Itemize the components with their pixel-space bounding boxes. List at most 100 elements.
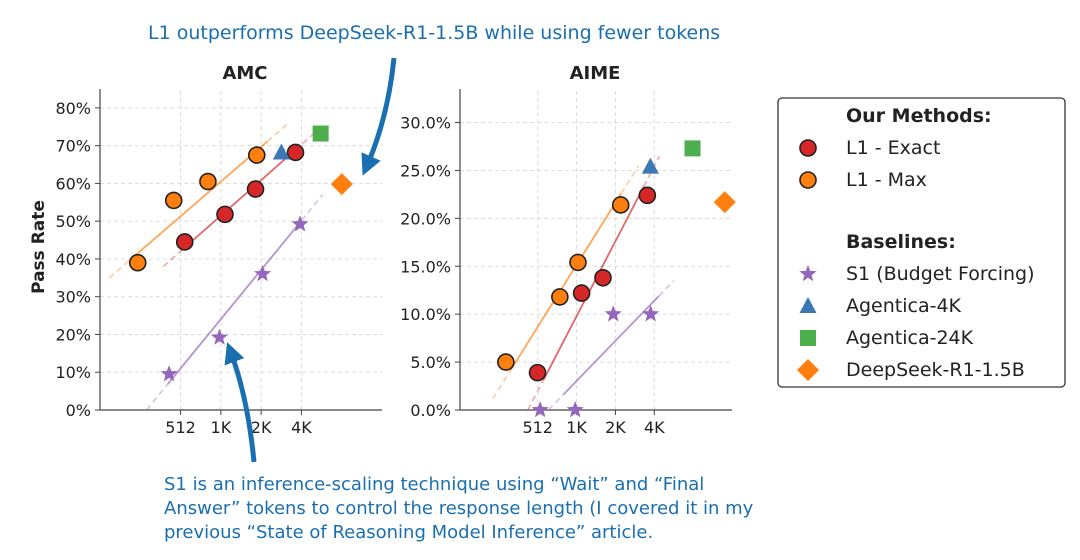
- legend-label-deepseek: DeepSeek-R1-1.5B: [846, 359, 1025, 381]
- amc-axes: 0% 10% 20% 30% 40% 50% 60% 70% 80% 512 1K 2K 4K: [55, 89, 382, 437]
- legend-our-methods-title: Our Methods:: [846, 105, 992, 127]
- legend-label-l1-max: L1 - Max: [846, 169, 927, 191]
- legend-marker-l1-exact: [799, 139, 817, 157]
- amc-trendline-start-l1-exact: [162, 250, 182, 268]
- aime-point-deepseek-r1-1-5b: [713, 191, 736, 214]
- aime-panel: 0.0% 5.0% 10.0% 15.0% 20.0% 25.0% 30.0% 512 1K 2K…: [400, 63, 736, 437]
- aime-point-l1-exact: [572, 284, 591, 302]
- aime-x-tick-label: 2K: [605, 418, 626, 437]
- amc-data-points: [128, 125, 353, 382]
- amc-y-tick-label: 80%: [55, 99, 91, 118]
- amc-point-s1-budget-forcing: [210, 328, 228, 345]
- aime-y-tick-label: 25.0%: [400, 161, 451, 180]
- amc-point-l1-exact: [216, 205, 234, 224]
- legend-label-agentica-24k: Agentica-24K: [846, 327, 974, 349]
- aime-point-s1-budget-forcing: [642, 305, 660, 322]
- amc-point-l1-exact: [246, 180, 265, 198]
- legend-frame: [777, 97, 1066, 388]
- aime-point-s1-budget-forcing: [531, 401, 549, 418]
- annotation-top-text: L1 outperforms DeepSeek-R1-1.5B while us…: [148, 22, 721, 44]
- aime-trendline-l1-max: [509, 193, 622, 372]
- amc-y-tick-label: 10%: [55, 363, 91, 382]
- legend-marker-agentica-24k: [800, 330, 816, 346]
- amc-point-agentica-24k: [312, 125, 329, 142]
- amc-point-deepseek-r1-1-5b: [330, 173, 353, 196]
- aime-point-l1-max: [551, 288, 569, 306]
- amc-y-tick-label: 50%: [55, 212, 91, 231]
- legend-label-agentica-4k: Agentica-4K: [846, 295, 962, 317]
- aime-point-s1-budget-forcing: [566, 401, 584, 418]
- aime-y-tick-label: 30.0%: [400, 114, 451, 133]
- aime-y-tick-label: 20.0%: [400, 209, 451, 228]
- amc-y-tick-label: 70%: [55, 137, 91, 156]
- legend-markers: [797, 139, 819, 381]
- annotation-arrow-top: [361, 57, 397, 176]
- aime-y-tick-label: 15.0%: [400, 257, 451, 276]
- amc-y-axis-label: Pass Rate: [29, 200, 49, 294]
- aime-x-tick-label: 4K: [644, 418, 665, 437]
- aime-point-agentica-24k: [684, 140, 701, 157]
- aime-point-l1-exact: [638, 186, 657, 205]
- aime-trendline-start-l1-exact: [527, 379, 545, 411]
- aime-x-tick-label: 512: [522, 418, 553, 437]
- amc-trendline-start-l1-max: [108, 258, 132, 279]
- amc-x-tick-label: 2K: [251, 418, 272, 437]
- amc-point-l1-max: [164, 191, 183, 210]
- legend-label-l1-exact: L1 - Exact: [846, 137, 940, 159]
- amc-point-s1-budget-forcing: [291, 215, 309, 232]
- amc-trendline-end-l1-max: [266, 122, 290, 143]
- amc-y-tick-label: 30%: [55, 288, 91, 307]
- amc-trendline-start-s1-budget-forcing: [145, 383, 169, 411]
- amc-trendline-l1-exact: [180, 149, 296, 252]
- amc-trendlines: [108, 122, 324, 411]
- amc-point-l1-exact: [175, 233, 194, 251]
- amc-point-l1-max: [247, 146, 266, 164]
- aime-chart-title: AIME: [570, 63, 621, 84]
- aime-trendline-l1-exact: [542, 186, 645, 380]
- aime-trendline-start-s1-budget-forcing: [547, 393, 565, 411]
- amc-y-tick-label: 40%: [55, 250, 91, 269]
- amc-x-tick-label: 512: [165, 418, 196, 437]
- aime-axes: 0.0% 5.0% 10.0% 15.0% 20.0% 25.0% 30.0% 512 1K 2K…: [400, 89, 732, 437]
- amc-point-l1-max: [199, 172, 217, 191]
- aime-trendlines: [492, 155, 675, 411]
- amc-x-tick-label: 1K: [211, 418, 232, 437]
- amc-panel: 0%10%20%30%40%50%60%70%80%512 1K 2K 4K AMC …: [29, 63, 382, 437]
- annotation-bottom-text: S1 is an inference-scaling technique usi…: [164, 474, 754, 543]
- legend-marker-agentica-4k: [799, 297, 817, 313]
- aime-data-points: [497, 140, 736, 418]
- aime-trendline-end-l1-exact: [643, 155, 661, 187]
- aime-y-tick-label: 10.0%: [400, 305, 451, 324]
- amc-y-tick-label: 20%: [55, 325, 91, 344]
- aime-y-tick-label: 0.0%: [410, 401, 451, 420]
- amc-point-l1-max: [128, 253, 147, 272]
- aime-point-l1-max: [569, 253, 587, 272]
- aime-point-agentica-4k: [641, 157, 659, 174]
- aime-point-l1-exact: [528, 363, 547, 382]
- aime-y-tick-label: 5.0%: [410, 353, 451, 372]
- legend: Our Methods: Baselines: L1 - Exact L1 - …: [777, 97, 1066, 388]
- aime-trendline-s1-budget-forcing: [562, 295, 660, 396]
- amc-x-tick-label: 4K: [291, 418, 312, 437]
- aime-point-l1-max: [611, 196, 630, 214]
- aime-x-tick-label: 1K: [566, 418, 587, 437]
- legend-marker-deepseek-r1-1-5b: [797, 359, 819, 381]
- legend-marker-l1-max: [799, 171, 817, 189]
- aime-trendline-end-l1-max: [620, 165, 640, 195]
- annotation-arrow-bottom: [224, 342, 257, 463]
- aime-trendline-end-s1-budget-forcing: [658, 280, 675, 297]
- amc-trendline-s1-budget-forcing: [166, 220, 303, 385]
- amc-trendline-l1-max: [130, 140, 268, 260]
- legend-marker-s1-budget-forcing: [799, 265, 817, 282]
- aime-point-l1-max: [497, 353, 515, 371]
- legend-baselines-title: Baselines:: [846, 231, 956, 253]
- amc-chart-title: AMC: [222, 63, 267, 84]
- amc-point-s1-budget-forcing: [160, 365, 178, 382]
- aime-point-l1-exact: [594, 268, 612, 287]
- amc-point-l1-exact: [286, 143, 305, 162]
- amc-y-tick-label: 0%: [66, 401, 91, 420]
- amc-point-s1-budget-forcing: [254, 265, 272, 282]
- amc-y-tick-label: 60%: [55, 174, 91, 193]
- amc-point-agentica-4k: [272, 143, 290, 160]
